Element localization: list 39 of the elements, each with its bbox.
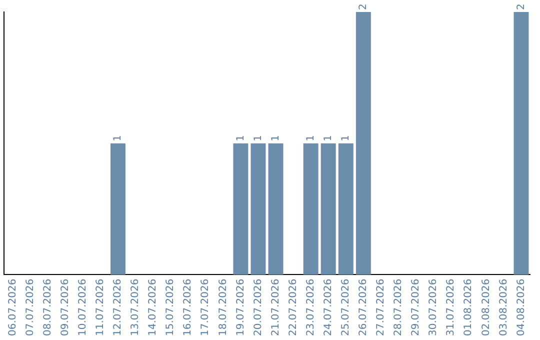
x-tick-label: 08.07.2026 bbox=[42, 278, 54, 336]
data-label: 2 bbox=[358, 4, 370, 10]
x-tick-label: 19.07.2026 bbox=[235, 278, 246, 336]
x-tick-label: 23.07.2026 bbox=[305, 278, 316, 336]
x-tick-label: 20.07.2026 bbox=[252, 278, 264, 336]
data-label: 1 bbox=[235, 134, 246, 142]
x-tick-label: 11.07.2026 bbox=[95, 278, 106, 336]
data-label: 1 bbox=[322, 134, 334, 142]
x-tick-label: 15.07.2026 bbox=[165, 278, 176, 336]
x-tick-label: 10.07.2026 bbox=[77, 278, 88, 336]
x-tick-label: 04.08.2026 bbox=[516, 278, 527, 336]
data-label: 1 bbox=[340, 134, 352, 142]
x-tick-label: 12.07.2026 bbox=[112, 278, 124, 336]
x-tick-label: 29.07.2026 bbox=[410, 278, 422, 336]
x-tick-label: 30.07.2026 bbox=[428, 278, 440, 336]
x-tick-label: 18.07.2026 bbox=[218, 278, 229, 336]
x-tick-label: 14.07.2026 bbox=[148, 278, 159, 336]
x-tick-label: 16.07.2026 bbox=[182, 278, 194, 336]
x-tick-label: 17.07.2026 bbox=[200, 278, 212, 336]
x-tick-label: 31.07.2026 bbox=[446, 278, 457, 336]
x-tick-label: 22.07.2026 bbox=[288, 278, 299, 336]
x-tick-label: 21.07.2026 bbox=[270, 278, 282, 336]
data-label: 2 bbox=[516, 4, 527, 10]
x-tick-label: 27.07.2026 bbox=[376, 278, 387, 336]
x-tick-label: 07.07.2026 bbox=[24, 278, 36, 336]
data-label: 1 bbox=[305, 134, 316, 142]
data-label: 1 bbox=[270, 134, 282, 142]
x-tick-label: 24.07.2026 bbox=[322, 278, 334, 336]
x-tick-label: 03.08.2026 bbox=[498, 278, 510, 336]
x-tick-label: 25.07.2026 bbox=[340, 278, 352, 336]
x-tick-label: 09.07.2026 bbox=[60, 278, 71, 336]
x-tick-label: 02.08.2026 bbox=[480, 278, 492, 336]
data-label: 1 bbox=[112, 134, 124, 142]
x-tick-label: 01.08.2026 bbox=[463, 278, 474, 336]
x-tick-label: 26.07.2026 bbox=[358, 278, 370, 336]
x-tick-label: 28.07.2026 bbox=[393, 278, 404, 336]
x-tick-label: 13.07.2026 bbox=[130, 278, 142, 336]
x-tick-label: 06.07.2026 bbox=[7, 278, 18, 336]
data-label: 1 bbox=[252, 134, 264, 142]
